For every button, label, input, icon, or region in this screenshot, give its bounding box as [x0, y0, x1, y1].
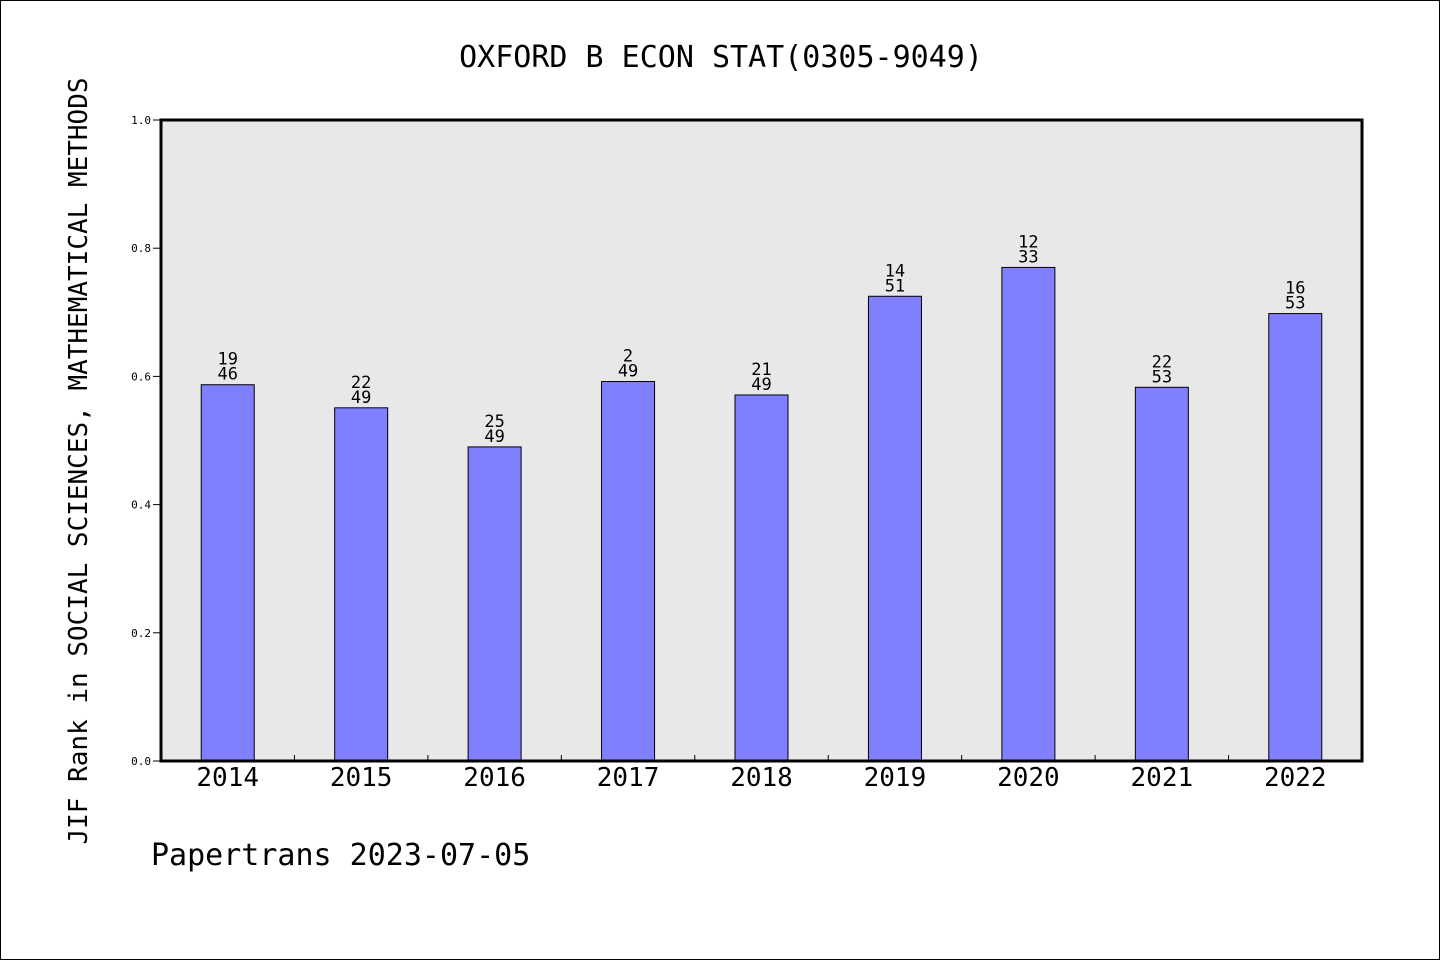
bar-total-label: 53: [1285, 294, 1305, 314]
bar-rank-label: 22: [1152, 352, 1172, 372]
bar-total-label: 33: [1018, 247, 1038, 267]
bar: [867, 295, 922, 762]
footer-credit: Papertrans 2023-07-05: [151, 838, 530, 873]
x-tick-label: 2020: [997, 763, 1060, 793]
bar: [734, 394, 789, 762]
x-tick-label: 2014: [196, 763, 259, 793]
y-tick-label: 0.4: [131, 499, 151, 512]
x-tick-label: 2022: [1264, 763, 1327, 793]
bar-total-label: 51: [885, 276, 905, 296]
bar: [1134, 386, 1189, 762]
x-axis: 2014 2015 2016 2017 2018 2019 2020 2021 2022: [196, 755, 1327, 793]
bar-rank-label: 12: [1018, 232, 1038, 252]
bar-total-label: 49: [618, 362, 638, 382]
x-tick-label: 2017: [597, 763, 660, 793]
y-axis-label: JIF Rank in SOCIAL SCIENCES, MATHEMATICA…: [64, 77, 94, 844]
x-tick-label: 2018: [730, 763, 793, 793]
bar: [601, 381, 656, 762]
y-tick-label: 0.6: [131, 370, 151, 383]
y-tick-label: 0.0: [131, 755, 151, 768]
y-axis: 0.0 0.2 0.4 0.6 0.8 1.0: [131, 114, 161, 768]
y-tick-label: 1.0: [131, 114, 151, 127]
y-tick-label: 0.8: [131, 242, 151, 255]
bar-total-label: 49: [351, 388, 371, 408]
bar-rank-label: 16: [1285, 279, 1305, 299]
x-tick-label: 2015: [330, 763, 393, 793]
bar: [467, 446, 522, 762]
x-tick-label: 2019: [864, 763, 927, 793]
chart-title: OXFORD B ECON STAT(0305-9049): [459, 40, 983, 75]
bar-total-label: 53: [1152, 367, 1172, 387]
bar-total-label: 49: [484, 427, 504, 447]
bar: [334, 407, 389, 762]
plot-border: [159, 118, 1364, 763]
bar-total-label: 49: [751, 375, 771, 395]
bar-rank-label: 2: [623, 347, 633, 367]
bar-rank-label: 19: [217, 350, 237, 370]
x-tick-label: 2021: [1131, 763, 1194, 793]
bar-rank-label: 22: [351, 373, 371, 393]
y-tick-label: 0.2: [131, 627, 151, 640]
bar: [200, 384, 255, 762]
bar-rank-label: 14: [885, 261, 905, 281]
bar-rank-label: 21: [751, 360, 771, 380]
x-tick-label: 2016: [463, 763, 526, 793]
bar: [1001, 266, 1056, 762]
bar: [1268, 313, 1323, 762]
bar-total-label: 46: [217, 365, 237, 385]
bar-rank-label: 25: [484, 412, 504, 432]
